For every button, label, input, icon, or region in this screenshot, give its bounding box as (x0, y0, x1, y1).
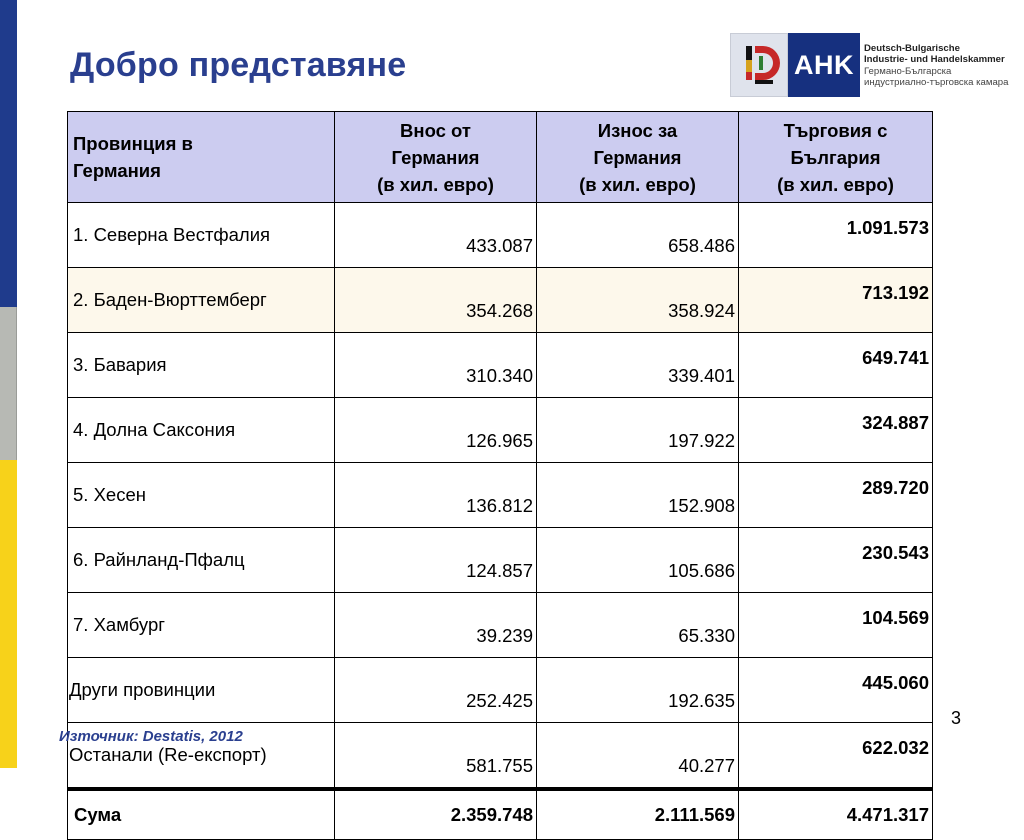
total-label: Сума (67, 787, 335, 840)
total-import-value: 2.359.748 (334, 787, 537, 840)
header-export-line: Износ за (597, 119, 678, 141)
logo-line-2: Industrie- und Handelskammer (864, 54, 1005, 65)
province-name: 2. Баден-Вюрттемберг (67, 267, 335, 333)
logo-emblem-icon (730, 33, 788, 97)
import-value: 126.965 (334, 397, 537, 463)
export-value: 339.401 (536, 332, 739, 398)
import-value: 252.425 (334, 657, 537, 723)
logo-line-3: Германо-Българска (864, 66, 952, 77)
table-row: 6. Райнланд-Пфалц 124.857 105.686 230.54… (67, 527, 933, 593)
sidebar-yellow-stripe (0, 460, 17, 768)
trade-value: 445.060 (738, 657, 933, 723)
province-name: 6. Райнланд-Пфалц (67, 527, 335, 593)
header-trade: Търговия с България (в хил. евро) (738, 111, 933, 203)
export-value: 658.486 (536, 202, 739, 268)
sidebar-blue-stripe (0, 0, 17, 307)
trade-value: 713.192 (738, 267, 933, 333)
table-header-row: Провинция в Германия Внос от Германия (в… (67, 111, 933, 203)
header-import: Внос от Германия (в хил. евро) (334, 111, 537, 203)
import-value: 310.340 (334, 332, 537, 398)
total-export-value: 2.111.569 (536, 787, 739, 840)
province-name: 1. Северна Вестфалия (67, 202, 335, 268)
trade-value: 104.569 (738, 592, 933, 658)
header-import-line: (в хил. евро) (377, 173, 494, 195)
trade-value: 324.887 (738, 397, 933, 463)
header-province: Провинция в Германия (67, 111, 335, 203)
trade-value: 230.543 (738, 527, 933, 593)
import-value: 354.268 (334, 267, 537, 333)
import-value: 136.812 (334, 462, 537, 528)
source-note: Източник: Destatis, 2012 (59, 728, 243, 745)
trade-value: 289.720 (738, 462, 933, 528)
logo-bulgarian-name: Германо-Българска индустриално-търговска… (864, 66, 1008, 88)
page-title: Добро представяне (70, 46, 407, 84)
header-province-line: Германия (73, 160, 161, 181)
header-export-line: (в хил. евро) (579, 173, 696, 195)
export-value: 152.908 (536, 462, 739, 528)
header-trade-line: (в хил. евро) (777, 173, 894, 195)
table-row: 5. Хесен 136.812 152.908 289.720 (67, 462, 933, 528)
province-name: 5. Хесен (67, 462, 335, 528)
header-province-line: Провинция в (73, 133, 193, 154)
province-name: 4. Долна Саксония (67, 397, 335, 463)
total-trade-value: 4.471.317 (738, 787, 933, 840)
header-trade-line: България (790, 146, 881, 168)
export-value: 192.635 (536, 657, 739, 723)
logo-line-1: Deutsch-Bulgarische (864, 43, 960, 54)
province-name: 3. Бавария (67, 332, 335, 398)
province-name: 7. Хамбург (67, 592, 335, 658)
header-export: Износ за Германия (в хил. евро) (536, 111, 739, 203)
export-value: 197.922 (536, 397, 739, 463)
province-name: Други провинции (67, 657, 335, 723)
import-value: 433.087 (334, 202, 537, 268)
export-value: 358.924 (536, 267, 739, 333)
table-row: 1. Северна Вестфалия 433.087 658.486 1.0… (67, 202, 933, 268)
table-row: 7. Хамбург 39.239 65.330 104.569 (67, 592, 933, 658)
export-value: 40.277 (536, 722, 739, 790)
header-export-line: Германия (593, 146, 682, 168)
export-value: 105.686 (536, 527, 739, 593)
table-row: Други провинции 252.425 192.635 445.060 (67, 657, 933, 723)
ahk-logo: AHK Deutsch-Bulgarische Industrie- und H… (730, 33, 1008, 97)
import-value: 39.239 (334, 592, 537, 658)
logo-line-4: индустриално-търговска камара (864, 77, 1009, 88)
trade-value: 649.741 (738, 332, 933, 398)
logo-german-name: Deutsch-Bulgarische Industrie- und Hande… (864, 43, 1005, 65)
page-number: 3 (951, 708, 962, 728)
header-import-line: Внос от (400, 119, 471, 141)
table-total-row: Сума 2.359.748 2.111.569 4.471.317 (67, 787, 933, 840)
trade-value: 622.032 (738, 722, 933, 790)
header-import-line: Германия (391, 146, 480, 168)
header-trade-line: Търговия с (783, 119, 888, 141)
trade-value: 1.091.573 (738, 202, 933, 268)
logo-ahk-wordmark: AHK (788, 33, 860, 97)
table-row: 2. Баден-Вюрттемберг 354.268 358.924 713… (67, 267, 933, 333)
import-value: 581.755 (334, 722, 537, 790)
table-row: 3. Бавария 310.340 339.401 649.741 (67, 332, 933, 398)
sidebar-gray-stripe (0, 307, 17, 460)
table-row: 4. Долна Саксония 126.965 197.922 324.88… (67, 397, 933, 463)
export-value: 65.330 (536, 592, 739, 658)
import-value: 124.857 (334, 527, 537, 593)
